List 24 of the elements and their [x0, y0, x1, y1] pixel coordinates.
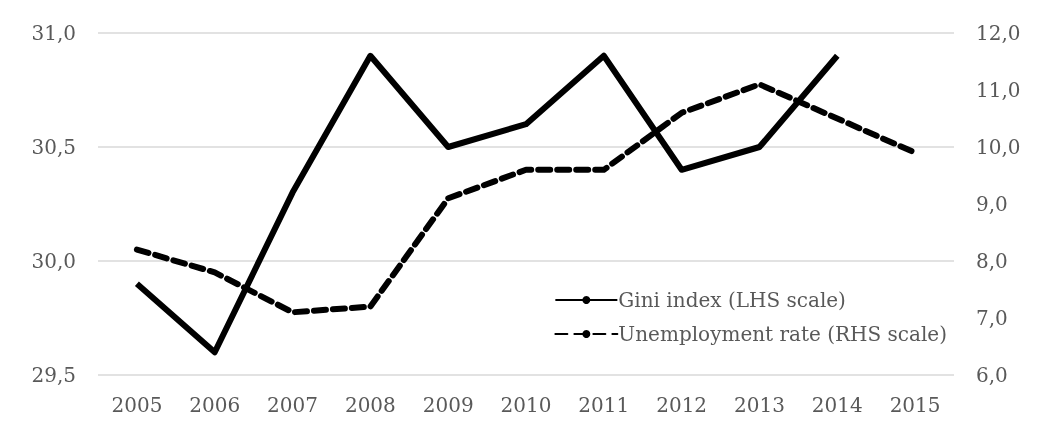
- x-tick-label: 2007: [267, 393, 318, 417]
- y-tick-label: 31,0: [31, 21, 76, 45]
- y2-tick-label: 10,0: [976, 135, 1021, 159]
- x-tick-label: 2014: [811, 393, 863, 417]
- y2-tick-label: 11,0: [976, 78, 1021, 102]
- x-tick-label: 2011: [578, 393, 630, 417]
- y2-tick-label: 12,0: [976, 21, 1021, 45]
- y-tick-label: 30,5: [31, 135, 76, 159]
- x-tick-label: 2013: [734, 393, 785, 417]
- y2-tick-label: 9,0: [976, 192, 1008, 216]
- x-tick-label: 2009: [422, 393, 474, 417]
- x-tick-label: 2010: [500, 393, 552, 417]
- y2-tick-label: 7,0: [976, 306, 1008, 330]
- y-tick-label: 29,5: [31, 363, 76, 387]
- y2-tick-label: 8,0: [976, 249, 1008, 273]
- x-tick-label: 2005: [111, 393, 163, 417]
- x-tick-label: 2015: [889, 393, 941, 417]
- y-tick-label: 30,0: [31, 249, 76, 273]
- y2-tick-label: 6,0: [976, 363, 1008, 387]
- legend-label: Gini index (LHS scale): [618, 288, 846, 312]
- x-tick-label: 2008: [344, 393, 396, 417]
- legend-label: Unemployment rate (RHS scale): [618, 322, 947, 346]
- x-tick-label: 2006: [189, 393, 241, 417]
- x-tick-label: 2012: [656, 393, 708, 417]
